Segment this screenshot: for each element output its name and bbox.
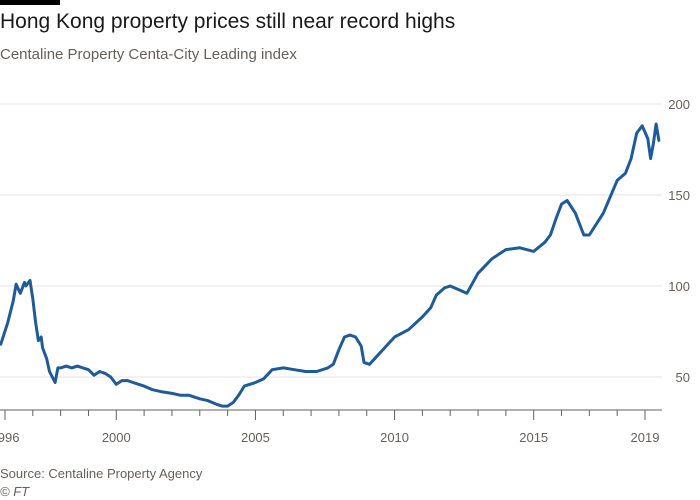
y-tick-label-200: 200 [668,97,690,112]
series-line-0 [0,122,661,408]
x-tick-label-2005: 2005 [241,430,270,445]
source-note: Source: Centaline Property Agency [0,466,203,481]
x-tick-label-2015: 2015 [519,430,548,445]
x-tick-label-2010: 2010 [380,430,409,445]
x-tick-label-2019: 2019 [631,430,660,445]
credit-note: © FT [0,484,30,499]
chart-title: Hong Kong property prices still near rec… [0,10,456,33]
brand-bar [0,0,60,5]
y-tick-label-100: 100 [668,279,690,294]
chart-subtitle: Centaline Property Centa-City Leading in… [0,46,297,63]
y-tick-label-150: 150 [668,188,690,203]
x-tick-label-1996: 1996 [0,430,19,445]
x-tick-label-2000: 2000 [102,430,131,445]
y-tick-label-50: 50 [676,370,690,385]
